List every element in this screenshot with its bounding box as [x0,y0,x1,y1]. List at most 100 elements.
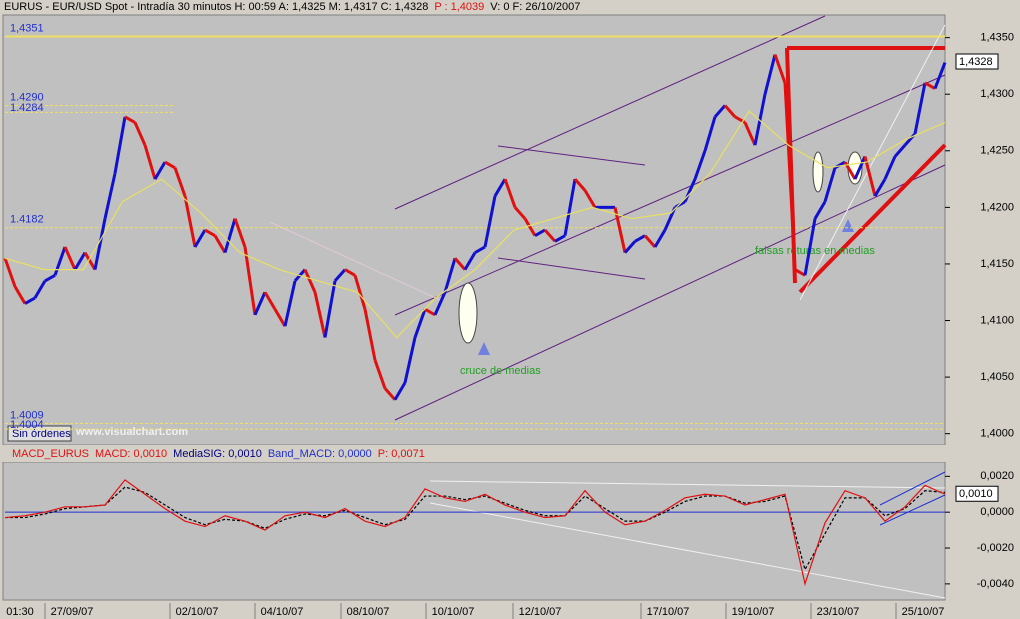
price-segment [723,104,737,118]
macd-trend [429,502,946,599]
arrow [478,342,490,355]
channel-bottom [394,164,946,421]
price-segment [623,240,637,254]
price-segment [783,82,797,270]
y-tick-label: 1,4350 [980,32,1014,44]
y-tick-label: 1,4150 [980,258,1014,270]
level-label: 1,4351 [10,22,44,34]
price-segment [383,387,397,401]
price-segment [303,268,317,293]
price-segment [283,280,297,327]
price-segment [883,155,897,180]
y-tick-label: 1,4050 [980,371,1014,383]
y-tick-label: -0,0020 [977,542,1014,554]
price-segment [503,178,517,208]
macd-field: MediaSIG: 0,0010 [173,448,262,460]
level-label: 1.4009 [10,409,44,421]
macd-trend [429,480,946,489]
y-tick-label: -0,0040 [977,578,1014,590]
price-segment [803,218,817,276]
ma-long [269,221,441,301]
price-segment [424,307,436,317]
price-segment [164,160,176,170]
last-label: 0,0010 [959,488,993,500]
price-segment [893,144,907,158]
price-segment [24,296,36,305]
price-segment [813,200,827,220]
price-segment [743,121,757,146]
separator [0,445,1020,462]
x-tick-label: 25/10/07 [902,606,945,618]
price-segment [753,93,767,146]
x-tick-label: 01:30 [6,606,34,618]
price-segment [463,251,477,271]
status[interactable]: Sin órdenes [12,428,71,440]
price-segment [653,229,667,248]
x-tick-label: 27/09/07 [51,606,94,618]
price-segment [103,173,117,220]
header-text: V: 0 F: 26/10/2007 [490,1,580,13]
price-segment [634,234,646,243]
macd-field: P: 0,0071 [378,448,425,460]
price-segment [534,228,546,237]
price-segment [143,144,157,180]
price-segment [873,178,887,197]
x-tick-label: 23/10/07 [817,606,860,618]
highlight [458,282,478,344]
price-segment [823,167,837,203]
x-tick-label: 19/10/07 [732,606,775,618]
annotation: falsas roturas en medias [755,245,875,257]
price-segment [173,167,187,197]
macd-trend [879,494,946,526]
price-segment [453,257,467,271]
y-tick-label: 0,0000 [980,506,1014,518]
flag-bottom [497,257,646,280]
price-segment [493,178,507,197]
price-segment [683,178,697,203]
price-segment [253,291,267,316]
macd-header: MACD_EURUS MACD: 0,0010 MediaSIG: 0,0010 Ba… [12,448,425,460]
price-segment [113,116,127,174]
price-segment [583,189,597,209]
price-segment [13,285,27,305]
price-segment [3,257,17,288]
price-segment [363,308,377,361]
price-segment [33,280,47,299]
price-segment [573,178,587,192]
price-segment [73,251,87,271]
y-tick-label: 1,4250 [980,145,1014,157]
level-label: 1.4182 [10,214,44,226]
triangle-bottom [798,143,947,294]
last-box [955,485,999,502]
price-segment [223,218,237,254]
macd-name: MACD_EURUS [12,448,89,460]
price-segment [193,229,207,248]
x-tick-label: 12/10/07 [519,606,562,618]
price-segment [913,82,927,135]
annotation: cruce de medias [460,365,541,377]
price-segment [273,308,287,327]
price-segment [63,246,77,271]
watermark: www.visualchart.com [75,426,188,438]
price-segment [133,121,147,146]
price-segment [263,291,277,310]
price-segment [124,115,136,124]
price-segment [213,234,227,254]
price-segment [313,291,327,338]
price-segment [513,206,527,220]
price-segment [393,382,407,401]
level-label: 1.4004 [10,419,44,431]
price-segment [403,337,417,384]
price-segment [93,218,107,270]
macd-field: Band_MACD: 0,0000 [268,448,372,460]
price-segment [243,246,257,316]
price-segment [863,156,877,197]
macd-trend [879,471,946,506]
channel-mid [394,74,946,316]
price-segment [924,81,936,90]
price-segment [853,155,867,180]
status-box[interactable] [7,425,72,442]
arrow [842,219,854,232]
y-tick-label: 1,4200 [980,201,1014,213]
